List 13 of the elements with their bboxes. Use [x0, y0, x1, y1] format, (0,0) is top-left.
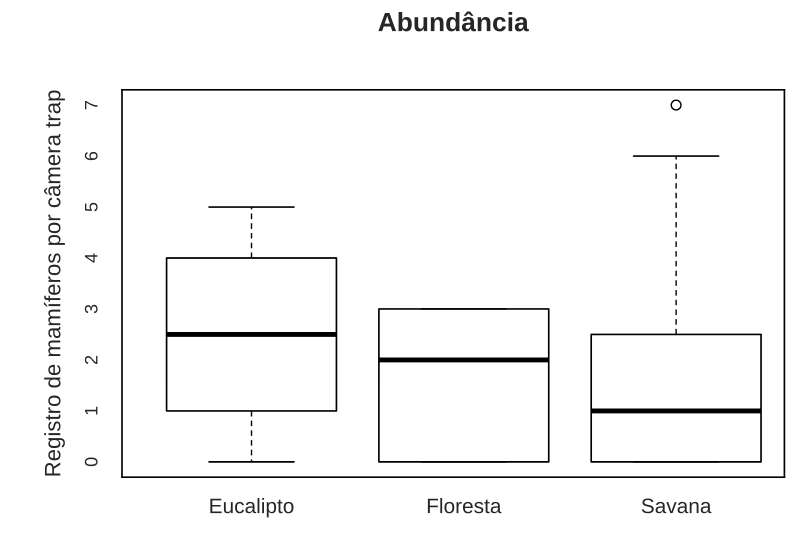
y-tick-label: 7 [85, 100, 98, 110]
y-tick-label: 4 [85, 254, 98, 263]
y-tick-label: 1 [85, 406, 98, 415]
y-axis-title: Registro de mamíferos por câmera trap [44, 90, 65, 476]
y-tick-label: 6 [84, 152, 98, 160]
chart-title: Abundância [378, 11, 529, 32]
x-tick-label: Eucalipto [210, 498, 294, 518]
x-tick-label: Savana [642, 498, 712, 514]
y-tick-label: 0 [84, 458, 98, 466]
y-tick-label: 3 [84, 304, 98, 314]
x-tick-label: Floresta [428, 498, 502, 514]
y-tick-label: 5 [85, 202, 98, 212]
y-tick-label: 2 [84, 356, 98, 364]
